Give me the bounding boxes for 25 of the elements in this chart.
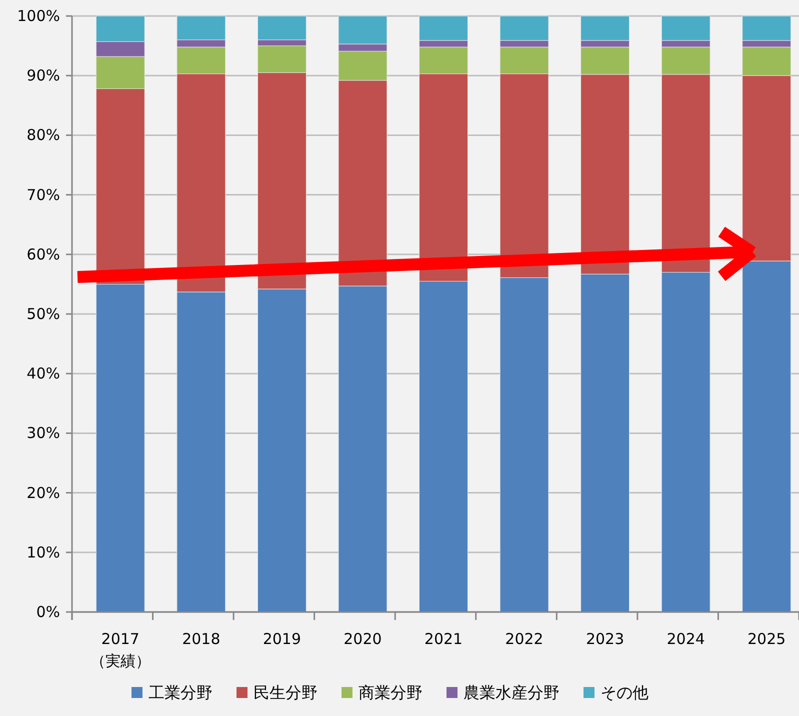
legend-label: 商業分野	[358, 683, 422, 702]
y-tick-label: 40%	[26, 364, 60, 383]
legend-label: 農業水産分野	[464, 683, 560, 702]
y-tick-label: 70%	[26, 186, 60, 204]
y-tick-label: 30%	[26, 424, 60, 442]
legend-label: 工業分野	[148, 683, 212, 702]
legend-label: その他	[600, 683, 648, 702]
x-tick-label: 2020	[344, 630, 382, 648]
x-tick-label: 2021	[424, 630, 463, 648]
y-tick-label: 20%	[26, 484, 60, 502]
y-tick-label: 80%	[26, 126, 60, 144]
x-tick-label: 2018	[182, 630, 220, 648]
y-tick-label: 60%	[26, 245, 60, 264]
y-tick-label: 100%	[17, 7, 60, 25]
x-tick-label: 2019	[262, 630, 302, 648]
legend-label: 民生分野	[254, 683, 318, 702]
y-tick-label: 90%	[26, 66, 60, 85]
y-tick-label: 0%	[36, 603, 60, 621]
y-tick-label: 50%	[26, 305, 60, 323]
x-tick-label: 2024	[666, 630, 705, 648]
x-tick-label: 2025	[748, 630, 786, 648]
x-tick-label: 2017 （実績）	[90, 630, 150, 670]
y-tick-label: 10%	[26, 543, 60, 562]
x-tick-label: 2023	[586, 630, 624, 648]
x-tick-label: 2022	[505, 630, 544, 648]
